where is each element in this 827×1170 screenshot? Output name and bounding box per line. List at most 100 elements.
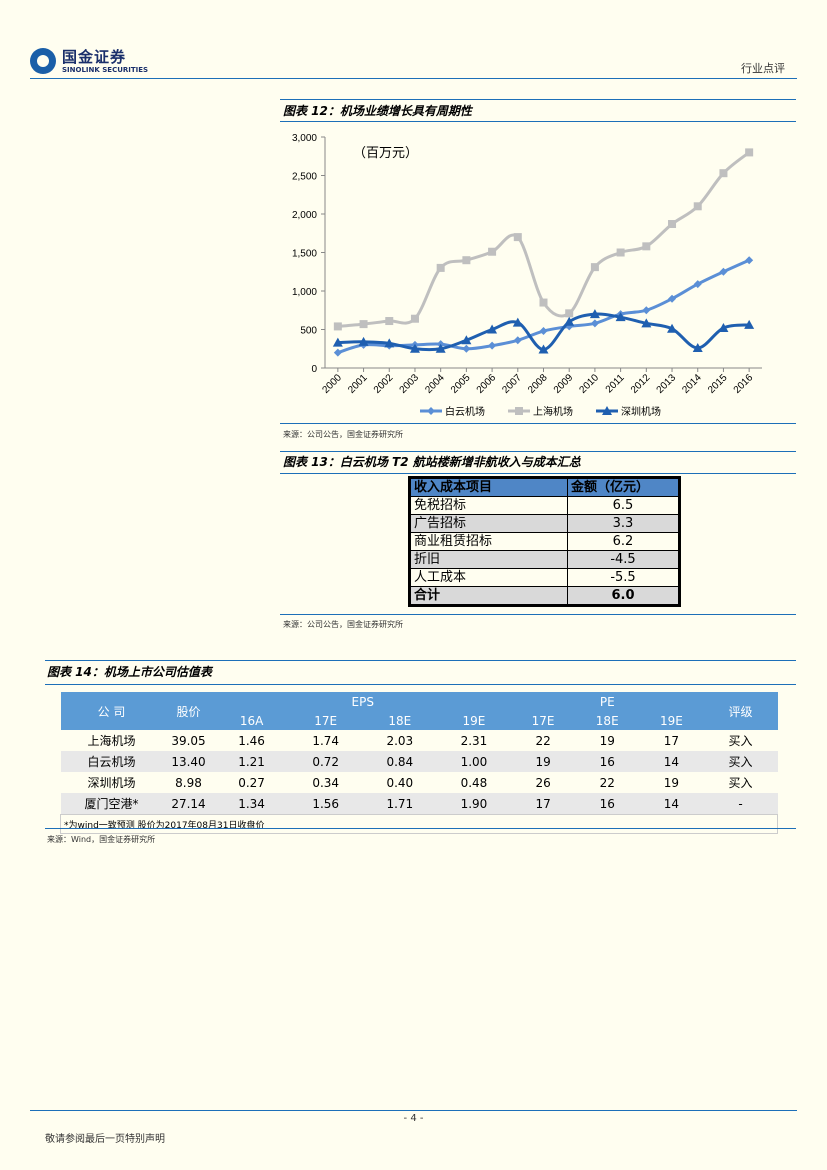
data-point	[333, 348, 342, 357]
fig13-value: 3.3	[567, 514, 679, 533]
data-point	[616, 248, 625, 257]
pe-cell: 16	[599, 796, 615, 811]
fig13-title: 图表 13：白云机场 T2 航站楼新增非航收入与成本汇总	[283, 455, 581, 469]
legend-label: 深圳机场	[621, 405, 661, 418]
data-point	[744, 319, 755, 329]
eps-cell: 1.34	[238, 796, 265, 811]
pe-cell: 22	[535, 733, 551, 748]
series-square	[333, 148, 754, 331]
fig13-value: -4.5	[567, 550, 679, 569]
data-point	[668, 294, 677, 303]
eps-cell: 2.31	[460, 733, 488, 748]
fig13-item: 免税招标	[410, 496, 568, 515]
data-point	[512, 317, 523, 327]
data-point	[693, 202, 702, 211]
y-tick-label: 3,000	[292, 133, 317, 144]
rating-cell: 买入	[728, 776, 753, 790]
fig13-bottom-rule	[280, 614, 796, 615]
data-point	[333, 322, 342, 331]
y-tick-label: 1,500	[292, 249, 317, 260]
legend-marker	[515, 407, 523, 415]
fig13-item: 折旧	[410, 550, 568, 569]
eps-cell: 1.46	[238, 733, 265, 748]
series-diamond	[333, 256, 754, 357]
eps-cell: 0.84	[386, 754, 414, 769]
table-row: 厦门空港* 27.14 1.34 1.56 1.71 1.90 17 16 14…	[60, 793, 778, 815]
legend-marker	[602, 406, 612, 415]
data-point	[539, 327, 548, 336]
pe-cell: 17	[663, 733, 680, 748]
table-row: 免税招标 6.5	[410, 496, 679, 515]
table-row: 深圳机场 8.98 0.27 0.34 0.40 0.48 26 22 19 买…	[61, 772, 778, 793]
data-point	[667, 323, 678, 333]
data-point	[565, 322, 574, 331]
fig13-item: 商业租赁招标	[410, 532, 568, 551]
data-point	[487, 324, 498, 334]
rating-cell: -	[738, 796, 743, 811]
data-point	[641, 318, 652, 328]
data-point	[513, 336, 522, 345]
footer-disclaimer: 敬请参阅最后一页特别声明	[45, 1134, 165, 1145]
fig13-top-rule	[280, 451, 796, 452]
data-point	[359, 320, 368, 329]
rating-cell: 买入	[728, 755, 753, 769]
table-row: 商业租赁招标 6.2	[410, 532, 679, 551]
x-tick-label: 2005	[449, 372, 473, 396]
fig12-bottom-rule	[280, 423, 796, 424]
legend-label: 白云机场	[445, 405, 485, 418]
fig13-value: -5.5	[567, 568, 679, 587]
x-tick-label: 2011	[604, 372, 627, 395]
eps-cell: 0.40	[386, 775, 414, 790]
fig14-note-row: *为wind一致预测 股价为2017年08月31日收盘价	[60, 814, 778, 834]
header-divider	[30, 78, 797, 79]
data-point	[538, 344, 549, 354]
x-tick-label: 2007	[500, 372, 524, 396]
fig13-title-rule	[280, 473, 796, 474]
fig14-header-company: 公 司	[60, 692, 163, 730]
table-row: 上海机场 39.05 1.46 1.74 2.03 2.31 22 19 17 …	[61, 730, 778, 751]
logo-icon	[30, 48, 56, 74]
x-tick-label: 2010	[578, 372, 602, 396]
data-point	[462, 256, 471, 265]
fig12-top-rule	[280, 99, 796, 100]
fig14-header-eps: EPS	[214, 692, 511, 712]
eps-cell: 1.56	[312, 796, 340, 811]
data-point	[385, 317, 394, 326]
fig12-title-rule	[280, 121, 796, 122]
x-tick-label: 2016	[732, 372, 756, 396]
eps-cell: 0.72	[312, 754, 340, 769]
table-row: 广告招标 3.3	[410, 514, 679, 533]
fig13-item: 人工成本	[410, 568, 568, 587]
data-point	[693, 280, 702, 289]
data-point	[332, 337, 343, 347]
data-point	[719, 169, 728, 178]
data-point	[435, 343, 446, 353]
fig14-title-rule	[45, 684, 796, 685]
data-point	[642, 242, 651, 251]
fig13-header-item: 收入成本项目	[410, 478, 568, 497]
x-tick-label: 2003	[398, 372, 422, 396]
company-cell: 厦门空港*	[84, 797, 139, 811]
legend-marker	[427, 407, 435, 415]
data-point	[668, 220, 677, 229]
table-total-row: 合计 6.0	[410, 586, 679, 605]
x-tick-label: 2000	[320, 372, 344, 396]
data-point	[384, 338, 395, 348]
data-point	[461, 335, 472, 345]
pe-cell: 14	[663, 796, 680, 811]
fig13-value: 6.2	[567, 532, 679, 551]
section-label: 行业点评	[741, 62, 785, 75]
y-tick-label: 0	[311, 364, 317, 375]
fig13-table: 收入成本项目 金额（亿元） 免税招标 6.5 广告招标 3.3 商业租赁招标 6…	[410, 478, 679, 605]
price-cell: 13.40	[171, 754, 206, 769]
eps-cell: 1.74	[312, 733, 340, 748]
data-point	[692, 342, 703, 352]
pe-cell: 17	[535, 796, 551, 811]
unit-annotation: （百万元）	[353, 146, 418, 161]
logo-en-text: SINOLINK SECURITIES	[62, 66, 149, 74]
data-point	[745, 148, 754, 157]
fig14-header-eps-year: 17E	[288, 712, 363, 730]
data-point	[642, 306, 651, 315]
pe-cell: 22	[599, 775, 615, 790]
